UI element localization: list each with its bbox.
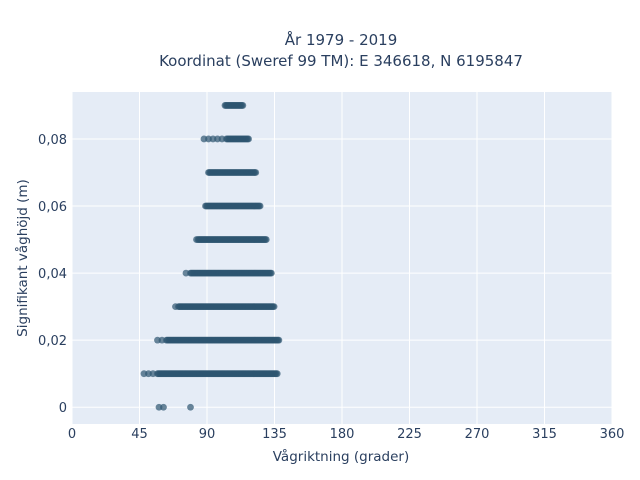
chart-title-line1: År 1979 - 2019 <box>285 30 398 49</box>
x-tick-label: 135 <box>262 427 287 442</box>
chart-title-line2: Koordinat (Sweref 99 TM): E 346618, N 61… <box>159 52 523 70</box>
data-point <box>267 269 275 277</box>
x-tick-label: 90 <box>199 427 216 442</box>
data-point <box>239 102 247 109</box>
grid-lines <box>71 92 613 424</box>
y-axis-title: Signifikant våghöjd (m) <box>14 179 31 337</box>
data-point <box>252 169 260 176</box>
x-tick-label: 225 <box>397 427 422 442</box>
data-points <box>140 102 283 411</box>
x-tick-label: 270 <box>465 427 490 442</box>
data-point <box>160 403 167 411</box>
y-tick-label: 0,08 <box>38 133 67 148</box>
y-tick-label: 0,06 <box>38 200 67 215</box>
x-axis-ticks: 0 45 90 135 180 225 270 315 360 <box>68 427 625 442</box>
data-point <box>262 236 270 243</box>
data-point <box>273 370 281 378</box>
y-tick-label: 0,04 <box>38 267 67 282</box>
data-point <box>256 202 264 210</box>
data-point <box>245 135 252 143</box>
y-tick-label: 0,02 <box>38 334 67 349</box>
x-tick-label: 315 <box>532 427 557 442</box>
y-tick-label: 0 <box>59 401 67 416</box>
data-point <box>270 303 278 311</box>
y-axis-ticks: 0 0,02 0,04 0,06 0,08 <box>38 133 67 416</box>
data-point <box>187 403 194 411</box>
x-tick-label: 0 <box>68 427 76 442</box>
data-point <box>275 336 283 344</box>
x-tick-label: 180 <box>330 427 355 442</box>
x-axis-title: Vågriktning (grader) <box>273 448 410 465</box>
x-tick-label: 45 <box>131 427 148 442</box>
x-tick-label: 360 <box>600 427 625 442</box>
